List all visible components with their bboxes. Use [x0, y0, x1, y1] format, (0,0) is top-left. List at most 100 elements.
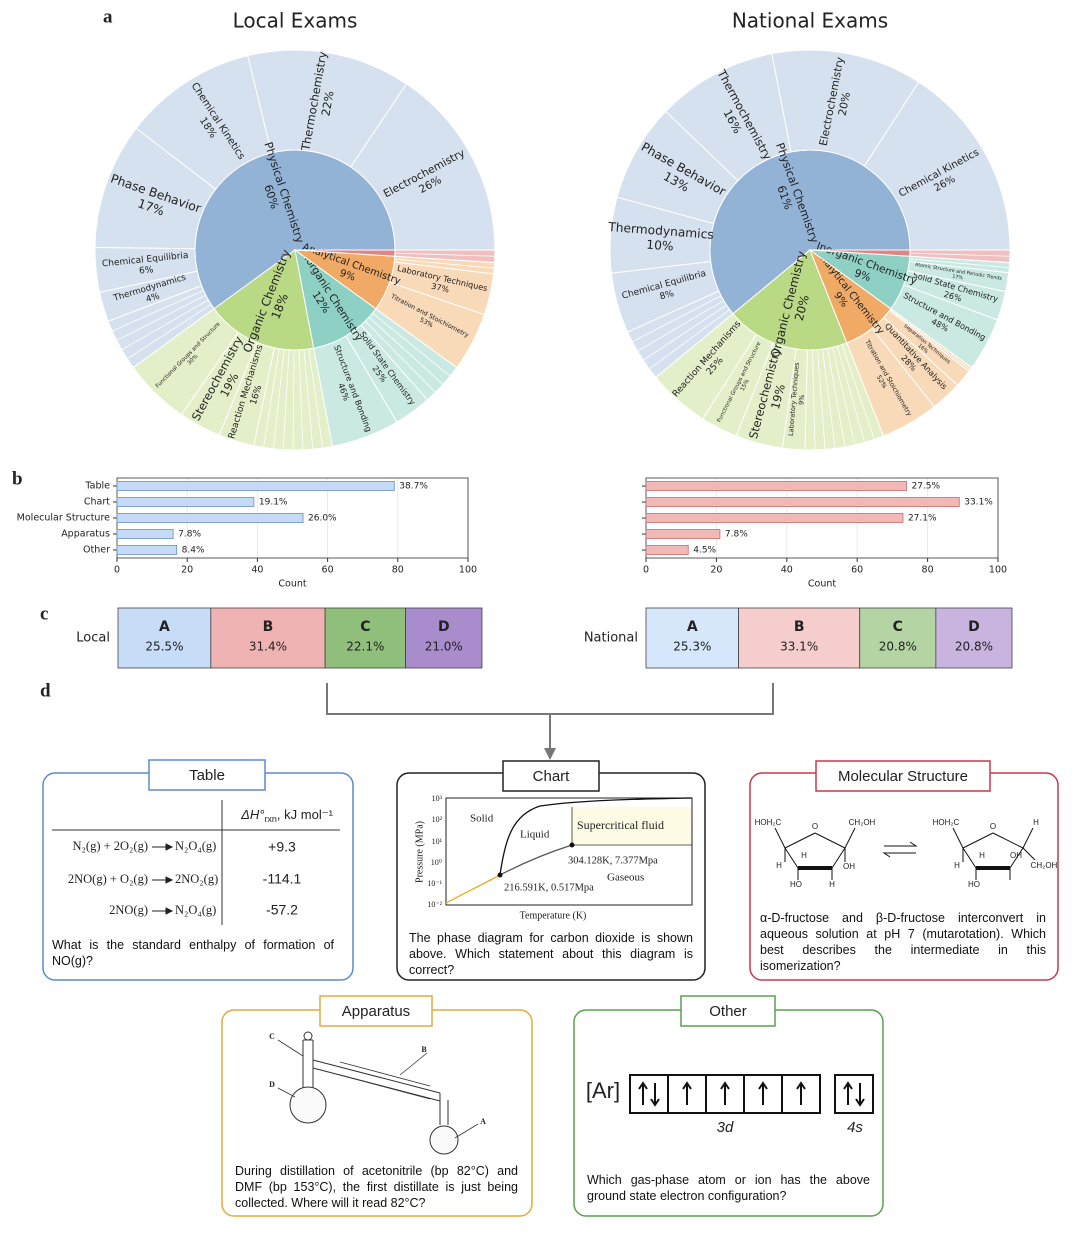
bar-segment: [859, 607, 937, 669]
segment-value: 20.8%: [879, 640, 917, 654]
x-tick-label: 40: [781, 565, 793, 576]
bar: [645, 513, 904, 523]
table-header: ΔH°rxn, kJ mol⁻¹: [240, 807, 333, 824]
box-tab: [502, 760, 600, 792]
box-title: Other: [709, 1003, 747, 1020]
segment-name: B: [263, 619, 274, 635]
row-label: National: [584, 631, 638, 646]
segment-divider: [817, 349, 826, 450]
atom-label: OH: [843, 862, 855, 871]
bar-segment: [324, 607, 406, 669]
part-label: A: [480, 1117, 486, 1126]
table-value: +9.3: [268, 839, 296, 855]
atom-label: H: [829, 880, 835, 889]
box-title: Table: [189, 767, 225, 784]
box-tab: [680, 995, 776, 1027]
segment-value: 33.1%: [780, 640, 818, 654]
products: N₂O₄(g): [175, 839, 216, 853]
segment-divider: [263, 348, 280, 448]
question: Which gas-phase atom or ion has the abov…: [587, 1173, 870, 1203]
bar: [645, 545, 689, 555]
orbital-label: 3d: [717, 1119, 734, 1136]
bar: [116, 513, 304, 523]
segment-value: 25.3%: [673, 640, 711, 654]
y-tick-label: 10¹: [432, 837, 443, 846]
segment-value: 25.5%: [145, 640, 183, 654]
segment-divider: [822, 349, 836, 449]
receiver-flask: [429, 1125, 459, 1155]
atom-label: H: [801, 851, 807, 860]
x-axis-label: Count: [278, 579, 306, 590]
segment-divider: [841, 344, 875, 440]
segment-divider: [372, 312, 451, 377]
x-axis-label: Count: [808, 579, 836, 590]
condenser-jacket: [339, 1061, 431, 1100]
bar-label: 33.1%: [964, 498, 993, 508]
segment-value: 26%: [943, 289, 963, 304]
segment-divider: [116, 294, 207, 341]
orbital-label: 4s: [847, 1119, 863, 1136]
y-tick-label: Table: [84, 481, 110, 492]
segment-divider: [909, 252, 1010, 257]
segment-divider: [836, 346, 865, 443]
region-label: Gaseous: [607, 872, 644, 884]
atom-label: CH₂OH: [1031, 861, 1058, 870]
segment-divider: [303, 349, 314, 450]
thermometer-bulb: [303, 1031, 313, 1041]
reaction-arrow-head: [165, 907, 174, 915]
unlabeled-segment: [394, 249, 496, 264]
header-symbol: ΔH°: [240, 807, 264, 822]
segment-divider: [364, 320, 436, 393]
bar-label: 27.5%: [911, 482, 940, 492]
part-label: B: [421, 1045, 427, 1054]
atom-label: H: [979, 851, 985, 860]
region-label: Solid: [470, 813, 494, 825]
segment-value: 6%: [139, 265, 155, 276]
segment-value: 21.0%: [425, 640, 463, 654]
bar: [645, 529, 721, 539]
connector: [326, 683, 774, 752]
orbital-box: [834, 1074, 874, 1114]
bar: [645, 497, 960, 507]
bar-segment: [645, 607, 739, 669]
substituent-bond: [952, 827, 1036, 880]
segment-value: 20%: [792, 293, 812, 322]
panel-label: c: [40, 603, 48, 624]
orbital-diagram: [629, 1074, 874, 1114]
segment-divider: [832, 347, 856, 445]
segment-name: C: [893, 619, 903, 635]
row-label: Local: [76, 631, 110, 646]
outer-segment: [247, 49, 408, 168]
segment-divider: [637, 300, 724, 352]
bar-label: 27.1%: [908, 514, 937, 524]
products: N₂O₄(g): [175, 903, 216, 917]
x-tick-label: 60: [851, 565, 863, 576]
outer-segment: [863, 81, 1011, 251]
atom-label: H: [776, 861, 782, 870]
core-label: [Ar]: [586, 1078, 620, 1103]
electron-pair: [638, 1081, 660, 1107]
reactants: N₂(g) + 2O₂(g): [73, 839, 148, 853]
region-label: Liquid: [520, 829, 550, 841]
y-tick-label: 10⁻²: [427, 900, 442, 909]
bar-segment: [405, 607, 483, 669]
atom-label: H: [954, 861, 960, 870]
panel-label: a: [103, 6, 113, 27]
atom-label: HOH₂C: [755, 818, 782, 827]
x-tick-label: 80: [392, 565, 404, 576]
segment-divider: [308, 348, 324, 449]
segment-name: D: [438, 619, 450, 635]
vaporization-curve: [499, 844, 573, 876]
melting-curve: [499, 797, 693, 876]
bar-label: 38.7%: [399, 482, 428, 492]
y-tick-label: Other: [83, 545, 110, 556]
box-title: Chart: [533, 768, 571, 785]
x-tick-label: 80: [922, 565, 934, 576]
segment-value: 8%: [659, 289, 676, 303]
segment-divider: [812, 349, 816, 450]
segment-value: 22.1%: [346, 640, 384, 654]
segment-value: 10%: [646, 238, 674, 254]
segment-value: 17%: [952, 274, 964, 282]
